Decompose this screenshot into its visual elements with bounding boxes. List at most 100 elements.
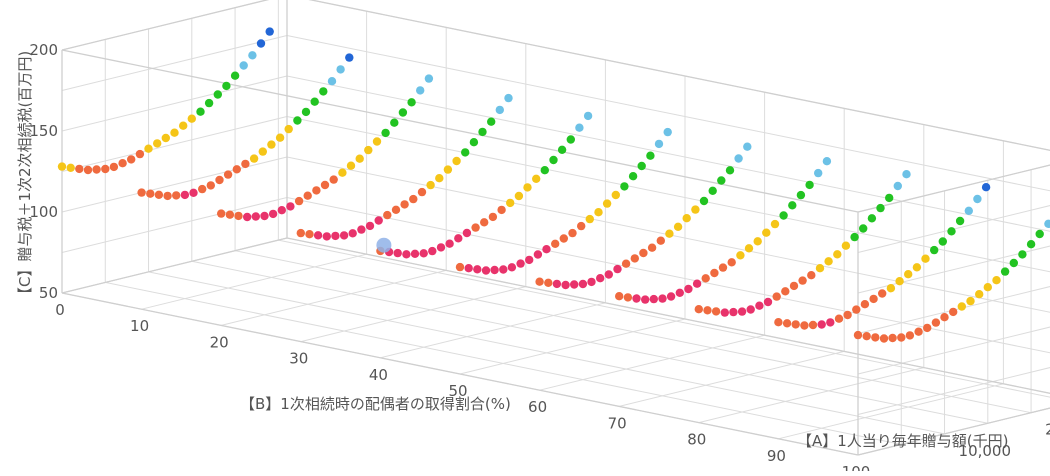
data-point[interactable] bbox=[118, 159, 127, 168]
data-point[interactable] bbox=[357, 225, 366, 234]
data-point[interactable] bbox=[239, 61, 248, 70]
data-point[interactable] bbox=[277, 206, 286, 215]
data-point[interactable] bbox=[312, 186, 321, 195]
data-point[interactable] bbox=[981, 183, 991, 192]
data-point[interactable] bbox=[346, 161, 356, 170]
data-point[interactable] bbox=[949, 307, 958, 317]
data-point[interactable] bbox=[336, 65, 345, 74]
data-point[interactable] bbox=[452, 156, 461, 166]
data-point[interactable] bbox=[135, 149, 145, 159]
data-point[interactable] bbox=[966, 296, 975, 306]
data-point[interactable] bbox=[663, 127, 672, 137]
data-point[interactable] bbox=[826, 318, 835, 327]
data-point[interactable] bbox=[774, 318, 783, 327]
data-point[interactable] bbox=[487, 117, 496, 126]
data-point[interactable] bbox=[551, 239, 560, 248]
data-point[interactable] bbox=[400, 200, 409, 209]
data-point[interactable] bbox=[189, 188, 198, 197]
data-point[interactable] bbox=[137, 188, 146, 197]
data-point[interactable] bbox=[514, 191, 524, 201]
data-point[interactable] bbox=[187, 114, 196, 123]
data-point[interactable] bbox=[782, 319, 792, 328]
data-point[interactable] bbox=[170, 128, 179, 137]
data-point[interactable] bbox=[641, 295, 650, 304]
data-point[interactable] bbox=[1044, 219, 1050, 228]
data-point[interactable] bbox=[249, 154, 259, 163]
data-point[interactable] bbox=[710, 268, 719, 278]
data-point[interactable] bbox=[796, 190, 806, 200]
data-point[interactable] bbox=[992, 276, 1001, 285]
data-point[interactable] bbox=[895, 277, 904, 286]
data-point[interactable] bbox=[673, 222, 683, 231]
data-point[interactable] bbox=[947, 227, 956, 236]
data-point[interactable] bbox=[196, 107, 205, 116]
data-point[interactable] bbox=[462, 228, 472, 238]
data-point[interactable] bbox=[391, 205, 401, 214]
data-point[interactable] bbox=[248, 51, 257, 60]
data-point[interactable] bbox=[364, 145, 373, 155]
data-point[interactable] bbox=[957, 302, 966, 311]
data-point[interactable] bbox=[1009, 258, 1018, 268]
data-point[interactable] bbox=[684, 284, 693, 294]
data-point[interactable] bbox=[744, 244, 754, 253]
data-point[interactable] bbox=[583, 111, 593, 121]
data-point[interactable] bbox=[720, 308, 729, 317]
data-point[interactable] bbox=[268, 209, 278, 219]
data-point[interactable] bbox=[303, 191, 312, 200]
data-point[interactable] bbox=[338, 168, 347, 177]
data-point[interactable] bbox=[867, 214, 877, 223]
data-point[interactable] bbox=[213, 90, 222, 99]
data-point[interactable] bbox=[628, 172, 638, 181]
data-point[interactable] bbox=[416, 86, 425, 95]
data-point[interactable] bbox=[701, 274, 710, 283]
data-point[interactable] bbox=[153, 139, 162, 148]
data-point[interactable] bbox=[230, 71, 240, 80]
data-point[interactable] bbox=[869, 294, 878, 304]
data-point[interactable] bbox=[717, 176, 726, 185]
data-point[interactable] bbox=[544, 278, 553, 287]
data-point[interactable] bbox=[570, 280, 579, 289]
data-point[interactable] bbox=[931, 318, 941, 327]
data-point[interactable] bbox=[319, 87, 328, 96]
data-point[interactable] bbox=[666, 292, 676, 301]
data-point[interactable] bbox=[92, 165, 101, 174]
data-point[interactable] bbox=[410, 249, 420, 258]
data-point[interactable] bbox=[871, 333, 880, 342]
data-point[interactable] bbox=[623, 293, 633, 302]
data-point[interactable] bbox=[814, 168, 823, 178]
data-point[interactable] bbox=[127, 155, 136, 164]
data-point[interactable] bbox=[914, 327, 923, 336]
data-point[interactable] bbox=[568, 228, 577, 238]
data-point[interactable] bbox=[204, 98, 214, 108]
data-point[interactable] bbox=[542, 245, 551, 254]
data-point[interactable] bbox=[779, 211, 788, 220]
data-point[interactable] bbox=[101, 164, 110, 174]
data-point[interactable] bbox=[699, 196, 709, 206]
data-point[interactable] bbox=[345, 53, 354, 62]
data-point[interactable] bbox=[729, 307, 738, 317]
data-point[interactable] bbox=[762, 228, 771, 237]
data-point[interactable] bbox=[464, 264, 473, 273]
data-point[interactable] bbox=[912, 263, 922, 272]
data-point[interactable] bbox=[284, 124, 293, 134]
data-point[interactable] bbox=[585, 214, 594, 224]
data-point[interactable] bbox=[692, 279, 702, 288]
data-point[interactable] bbox=[198, 184, 207, 194]
data-point[interactable] bbox=[258, 147, 267, 156]
data-point[interactable] bbox=[755, 301, 764, 310]
data-point[interactable] bbox=[736, 251, 745, 260]
data-point[interactable] bbox=[594, 208, 603, 217]
data-point[interactable] bbox=[902, 170, 911, 179]
data-point[interactable] bbox=[57, 162, 67, 171]
data-point[interactable] bbox=[234, 211, 243, 221]
data-point[interactable] bbox=[725, 166, 735, 175]
data-point[interactable] bbox=[921, 254, 930, 263]
data-point[interactable] bbox=[824, 257, 833, 266]
data-point[interactable] bbox=[566, 135, 575, 144]
data-point[interactable] bbox=[525, 255, 534, 265]
data-point[interactable] bbox=[215, 175, 224, 185]
data-point[interactable] bbox=[532, 174, 541, 183]
data-point[interactable] bbox=[807, 271, 816, 280]
data-point[interactable] bbox=[402, 250, 411, 259]
data-point[interactable] bbox=[267, 140, 276, 149]
